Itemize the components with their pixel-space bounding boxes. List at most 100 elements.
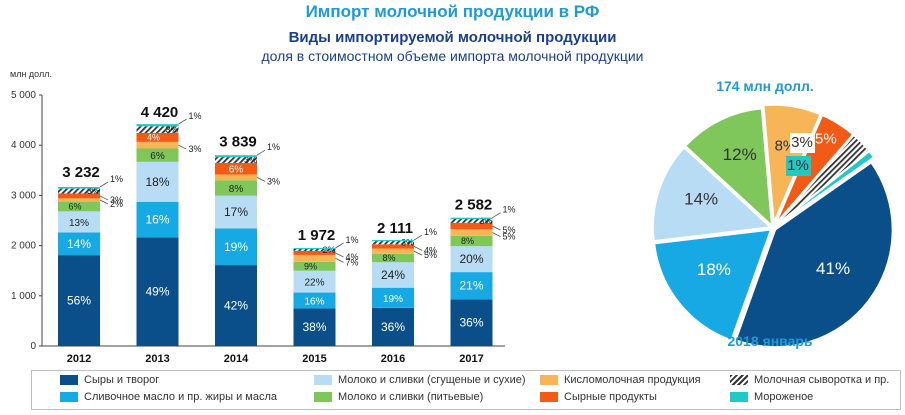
y-axis-label: млн долл. [10,69,52,79]
pie-chart: 41%18%14%12% 8% 5%3%1%174 млн долл.2018 ян… [652,78,894,349]
bar-data-label: 21% [459,279,483,293]
pie-slice-milk_dry [652,146,772,242]
bar-data-label: 8% [461,236,474,246]
bar-segment-icecream [293,247,336,249]
bar-segment-milk_drink [58,201,100,212]
pie-slice-cheese_prod [775,114,854,224]
bar-data-label: 36% [381,320,405,334]
bar-segment-sour [215,174,257,181]
leader-line [492,212,501,219]
bar-segment-sour [372,248,414,254]
bar-data-label: 5% [503,232,516,242]
bar-data-label: 7% [346,257,359,267]
bar-segment-butter [293,292,336,309]
pie-slice-cheese [734,161,894,348]
bar-data-label: 2% [323,245,336,255]
bar-segment-cheese_prod [372,244,414,249]
pie-data-label: 12% [723,145,757,164]
bar-segment-cheese [372,307,414,346]
legend-swatch [314,392,332,403]
bar-segment-icecream [58,186,100,189]
bar-data-label: 3% [480,216,493,226]
pie-label-badge [786,156,811,176]
pie-data-label: 3% [791,134,813,151]
bar-segment-sour [293,254,336,262]
bar-segment-cheese [215,265,257,346]
y-tick-label: 1 000 [11,291,36,302]
bar-data-label: 56% [67,294,91,308]
pie-slice-butter [653,228,772,341]
bar-data-label: 4% [147,132,160,142]
leader-line [256,177,266,182]
bar-data-label: 3% [189,144,202,154]
bar-data-label: 16% [145,213,169,227]
bar-data-label: 6% [229,165,244,176]
bar-data-label: 1% [110,174,123,184]
pie-title: 174 млн долл. [716,78,814,94]
legend-item-cheese_prod: Сырные продукты [540,391,657,407]
legend-item-butter: Сливочное масло и пр. жиры и масла [60,391,277,407]
bar-segment-butter [215,228,257,266]
bar-data-label: 1% [424,227,437,237]
bar-total-label: 2 582 [455,196,493,213]
bar-segment-cheese_prod [293,250,336,255]
bar-data-label: 17% [224,205,248,219]
leader-line [413,246,423,251]
bar-data-label: 9% [304,261,317,271]
bar-data-label: 22% [304,278,324,289]
bar-segment-whey [450,218,493,223]
pie-data-label: 41% [816,259,850,278]
bar-total-label: 2 111 [377,220,413,237]
leader-line [99,181,109,188]
y-tick-label: 3 000 [11,190,36,201]
bar-data-label: 3% [166,125,179,135]
bar-segment-butter [136,201,179,238]
bar-data-label: 8% [382,253,395,263]
pie-label-badge [790,133,815,153]
bar-data-label: 1% [267,142,280,152]
bar-segment-cheese_prod [58,193,100,199]
legend-label: Сыры и творог [84,374,160,386]
bar-segment-whey [372,241,414,245]
bar-data-label: 6% [68,201,81,211]
bar-segment-milk_drink [136,148,179,162]
bar-data-label: 13% [69,218,89,229]
leader-line [178,144,187,150]
bar-data-label: 20% [459,252,483,266]
legend-label: Сливочное масло и пр. жиры и масла [84,391,277,403]
x-tick-label: 2013 [145,353,169,365]
bar-data-label: 4% [424,245,437,255]
bar-total-label: 3 232 [62,164,100,181]
bar-segment-icecream [372,240,414,242]
bar-segment-milk_dry [215,195,257,229]
bar-data-label: 36% [459,316,483,330]
bar-data-label: 14% [67,237,91,251]
bar-segment-milk_dry [136,161,179,202]
bar-segment-cheese [293,308,336,346]
y-tick-label: 5 000 [11,90,36,101]
bar-segment-whey [215,157,257,163]
leader-line [335,242,344,249]
bar-data-label: 1% [189,111,202,121]
legend-label: Кисломолочная продукция [564,374,701,386]
bar-data-label: 42% [224,299,248,313]
bar-segment-butter [58,232,100,256]
bar-data-label: 3% [244,155,257,165]
legend-swatch [730,375,748,386]
x-tick-label: 2017 [459,353,483,365]
bar-total-label: 1 972 [298,227,336,244]
legend-item-sour: Кисломолочная продукция [540,374,701,390]
leader-line [413,234,423,241]
chart-title: Виды импортируемой молочной продукции [288,29,617,46]
bar-data-label: 3% [401,238,414,248]
bar-segment-milk_dry [372,262,414,288]
bar-data-label: 8% [229,184,244,195]
bar-segment-milk_dry [58,211,100,233]
legend-label: Мороженое [754,391,814,403]
legend-swatch [540,392,558,403]
leader-line [99,199,109,205]
x-tick-label: 2016 [381,353,405,365]
bar-total-label: 3 839 [219,133,257,150]
bar-segment-sour [136,141,179,149]
bar-data-label: 18% [145,175,169,189]
